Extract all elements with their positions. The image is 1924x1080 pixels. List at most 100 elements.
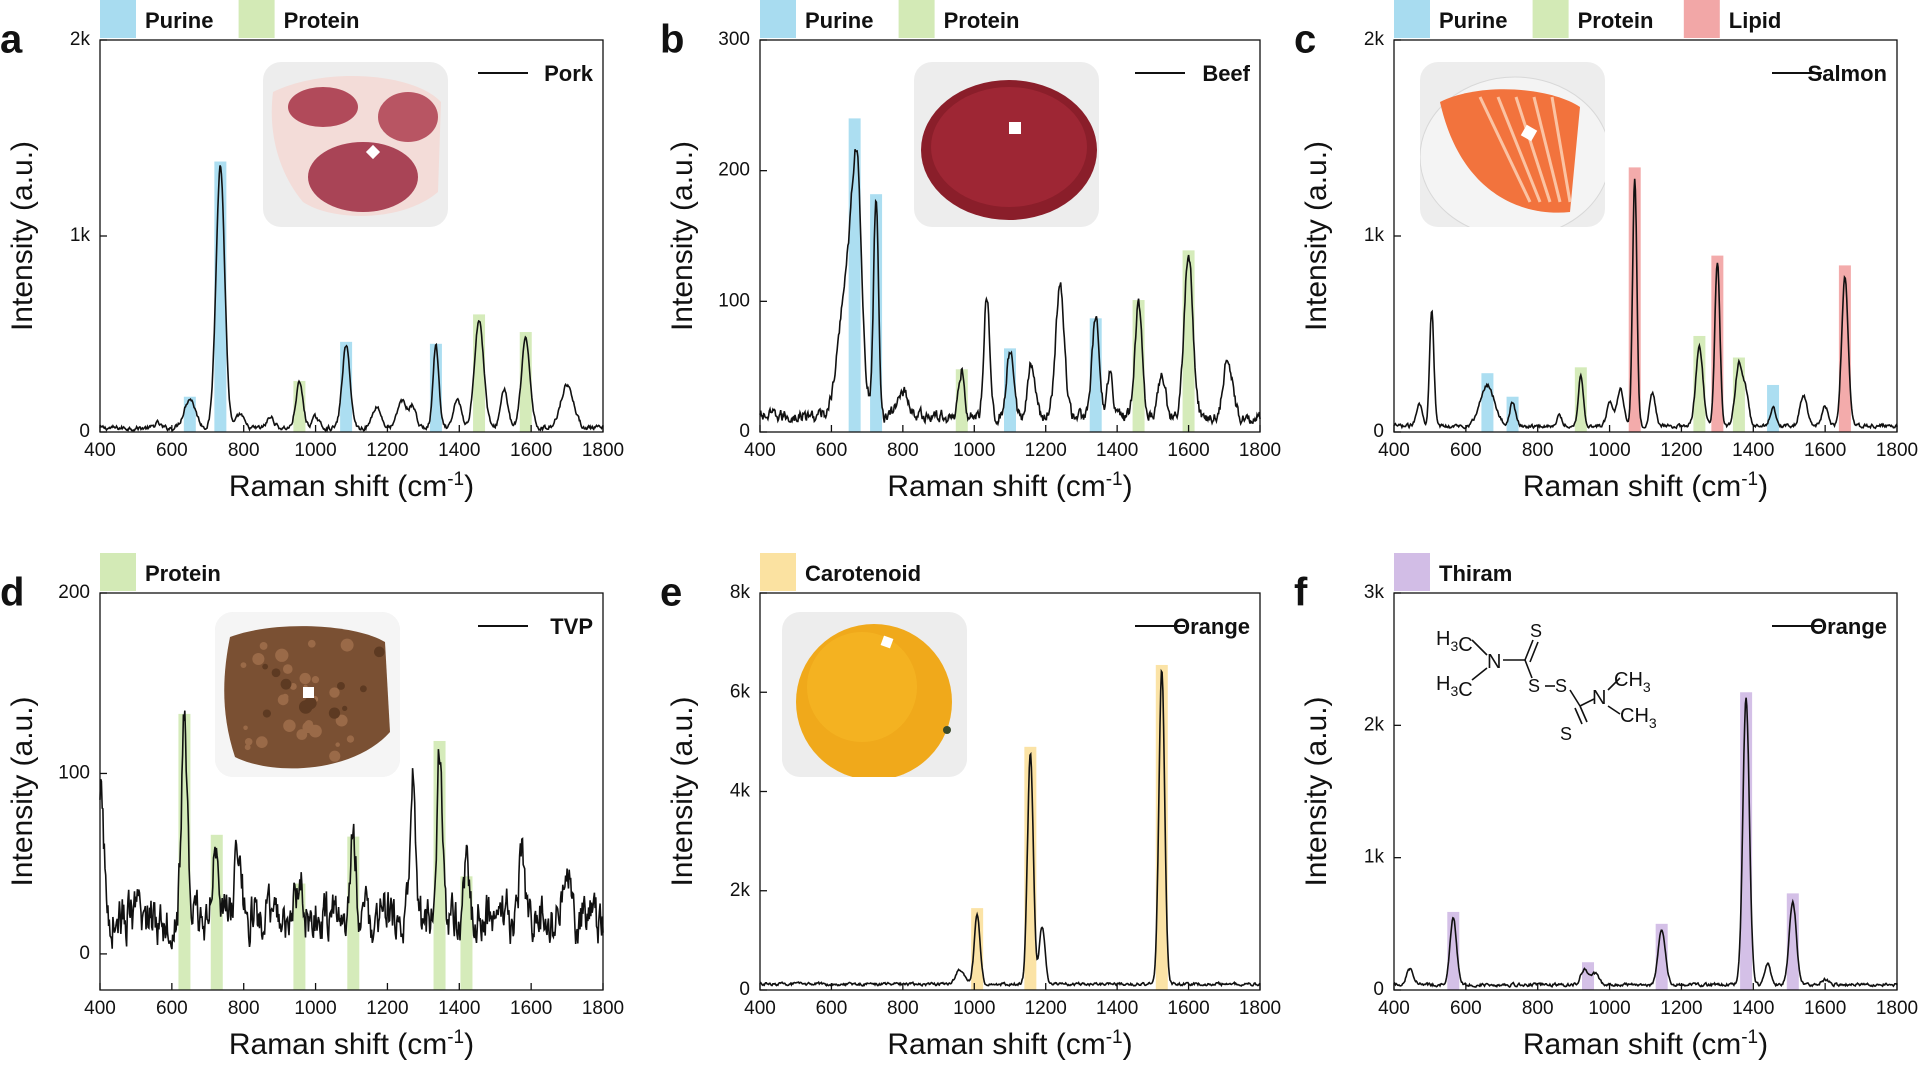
atom-h3c-top: H3C (1436, 628, 1473, 656)
tvp-texture (304, 720, 314, 729)
x-tick-label: 1400 (1096, 998, 1138, 1019)
x-tick-label: 1400 (1096, 440, 1138, 461)
x-tick-label: 400 (84, 998, 116, 1019)
x-axis-label-close: ) (1123, 1028, 1133, 1061)
x-tick-label: 800 (228, 440, 260, 461)
x-tick-label: 600 (816, 998, 848, 1019)
salmon-stripe (1550, 96, 1572, 203)
structure-bond (1471, 639, 1488, 656)
x-tick-label: 600 (816, 440, 848, 461)
x-tick-label: 1600 (1167, 440, 1209, 461)
x-tick-label: 400 (1378, 440, 1410, 461)
x-axis-label-sup: -1 (1106, 1027, 1123, 1048)
legend-swatch-carotenoid (760, 553, 796, 591)
tvp-texture (243, 725, 248, 731)
x-tick-label: 1400 (438, 998, 480, 1019)
legend-swatch-protein (898, 0, 935, 38)
y-tick-label: 2k (70, 29, 91, 50)
structure-subscript: 3 (1643, 679, 1651, 695)
legend-label-protein: Protein (284, 8, 360, 33)
y-tick-label: 0 (79, 421, 90, 442)
sample-marker (303, 687, 314, 698)
structure-bond (1607, 677, 1621, 691)
tvp-texture (244, 744, 251, 751)
legend-label-protein: Protein (1578, 8, 1654, 33)
panel-d: d Protein 400 600 800 1000 1200 1400 1600 1800 0 10… (0, 553, 624, 1061)
legend-label-lipid: Lipid (1729, 8, 1782, 33)
tvp-texture (283, 719, 296, 733)
tvp-texture (329, 750, 341, 762)
y-axis-label: Intensity (a.u.) (1300, 141, 1333, 331)
x-axis-label-close: ) (464, 470, 474, 503)
y-tick-label: 1k (1364, 847, 1385, 868)
y-axis-label: Intensity (a.u.) (6, 141, 39, 331)
x-tick-label: 1000 (294, 440, 336, 461)
x-tick-label: 600 (1450, 998, 1482, 1019)
x-axis-label-text: Raman shift (cm (229, 470, 447, 503)
x-tick-label: 1000 (1588, 440, 1630, 461)
y-tick-label: 200 (58, 582, 90, 603)
legend-series-label: TVP (550, 614, 593, 639)
photo-content (263, 62, 448, 227)
y-tick-label: 1k (1364, 225, 1385, 246)
tvp-texture (271, 668, 281, 678)
x-axis-label-close: ) (1758, 470, 1768, 503)
structure-bond (1569, 689, 1581, 707)
pork-lean-1 (288, 87, 358, 127)
legend-series-label: Pork (544, 61, 594, 86)
x-tick-label: 800 (887, 440, 919, 461)
x-tick-label: 1000 (294, 998, 336, 1019)
x-axis-label: Raman shift (cm-1) (1523, 1027, 1768, 1061)
beef-photo (914, 62, 1099, 227)
y-tick-label: 100 (58, 762, 90, 783)
y-axis-label: Intensity (a.u.) (666, 141, 699, 331)
atom-n: N (1487, 651, 1501, 673)
tvp-texture (335, 742, 340, 747)
legend-swatch-protein (238, 0, 275, 38)
band-purine (870, 194, 883, 432)
y-tick-label: 2k (730, 880, 751, 901)
y-tick-label: 4k (730, 781, 751, 802)
tvp-texture (282, 664, 293, 674)
tvp-texture (262, 663, 269, 670)
x-axis-label: Raman shift (cm-1) (887, 1027, 1132, 1061)
atom-n-2: N (1592, 687, 1606, 709)
sample-marker (1009, 122, 1021, 134)
y-tick-label: 6k (730, 681, 751, 702)
legend-swatch-purine (100, 0, 136, 38)
y-tick-label: 0 (739, 421, 750, 442)
atom-s-double-bottom: S (1560, 724, 1572, 744)
pork-lean-2 (378, 92, 438, 142)
y-tick-label: 0 (739, 979, 750, 1000)
x-tick-label: 400 (84, 440, 116, 461)
structure-bond (1579, 698, 1595, 707)
band-purine (183, 396, 196, 432)
x-tick-label: 1200 (1025, 998, 1067, 1019)
spectrum-line-salmon (1393, 178, 1898, 430)
band-carotenoid (1024, 746, 1037, 990)
x-axis-label-close: ) (1758, 1028, 1768, 1061)
band-thiram (1582, 962, 1595, 990)
atom-c: C (1458, 679, 1472, 701)
x-tick-label: 800 (1522, 440, 1554, 461)
pork-photo (263, 62, 448, 227)
salmon-stripe (1496, 96, 1542, 203)
x-tick-label: 1800 (1239, 998, 1281, 1019)
photo-content (914, 62, 1099, 227)
x-tick-label: 1800 (582, 998, 624, 1019)
x-tick-label: 400 (1378, 998, 1410, 1019)
photo-content (215, 612, 400, 777)
photo-content (1420, 62, 1605, 227)
tvp-texture (359, 685, 367, 693)
tvp-texture (262, 709, 271, 718)
tvp-photo (215, 612, 400, 777)
legend-swatch-protein (1532, 0, 1569, 38)
x-tick-label: 1600 (510, 440, 552, 461)
band-purine (1481, 373, 1494, 432)
structure-bond (1607, 705, 1621, 715)
band-purine (1506, 396, 1519, 432)
x-axis-label-sup: -1 (1741, 1027, 1758, 1048)
panel-f: f Thiram 400 600 800 1000 1200 1400 1600 1800 0 1k 2… (1294, 553, 1918, 1061)
band-lipid (1838, 265, 1851, 432)
